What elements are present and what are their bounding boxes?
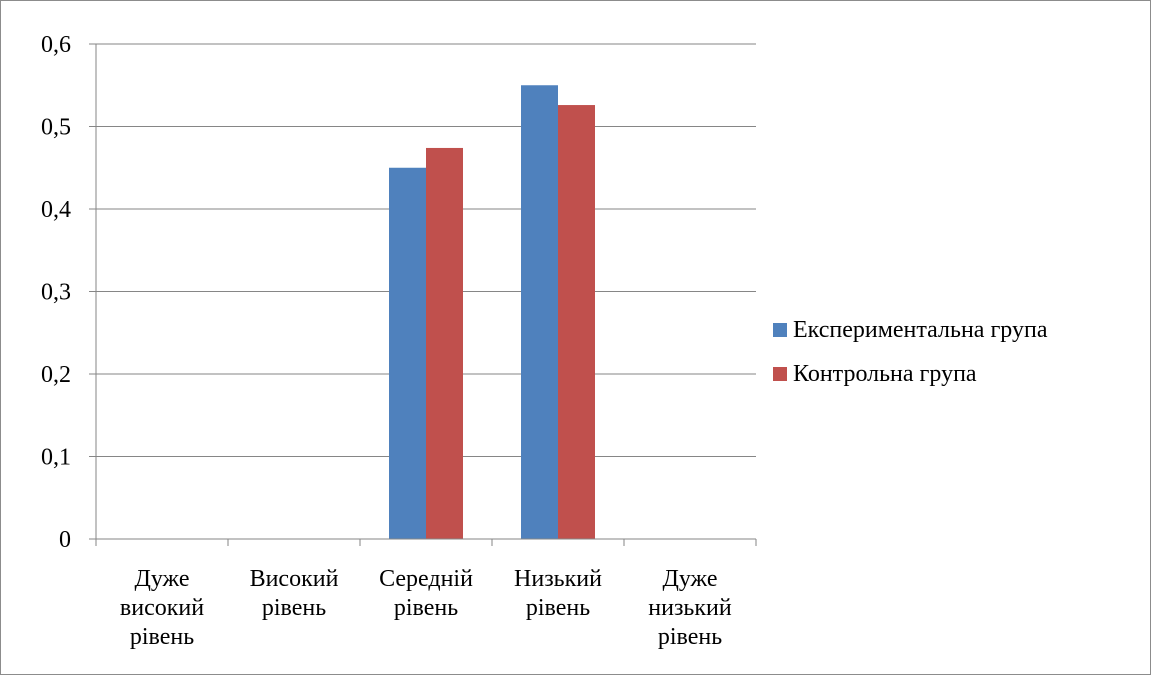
- bar-series0-cat2: [389, 167, 426, 539]
- x-category-label-4-line-2: рівень: [658, 624, 722, 650]
- y-tick-label-6: 0,6: [41, 32, 71, 58]
- y-tick-label-0: 0: [59, 527, 71, 553]
- bar-series1-cat3: [558, 105, 595, 540]
- legend-label-experimental: Експериментальна група: [793, 317, 1048, 343]
- x-category-label-4-line-1: низький: [648, 595, 732, 621]
- x-category-label-2-line-0: Середній: [379, 566, 473, 592]
- legend-swatch-experimental: [773, 323, 787, 337]
- y-tick-label-5: 0,5: [41, 115, 71, 141]
- x-category-label-0-line-1: високий: [120, 595, 204, 621]
- x-category-label-3-line-0: Низький: [514, 566, 602, 592]
- legend: Експериментальна група Контрольна група: [773, 308, 1047, 396]
- bar-series0-cat3: [521, 85, 558, 539]
- bar-series1-cat2: [426, 147, 463, 539]
- legend-item-experimental: Експериментальна група: [773, 308, 1047, 352]
- y-tick-label-2: 0,2: [41, 362, 71, 388]
- y-tick-label-1: 0,1: [41, 445, 71, 471]
- y-tick-label-4: 0,4: [41, 197, 71, 223]
- legend-label-control: Контрольна група: [793, 361, 977, 387]
- y-tick-label-3: 0,3: [41, 280, 71, 306]
- legend-item-control: Контрольна група: [773, 352, 1047, 396]
- legend-swatch-control: [773, 367, 787, 381]
- x-category-label-0-line-0: Дуже: [135, 566, 190, 592]
- x-category-label-4-line-0: Дуже: [663, 566, 718, 592]
- x-category-label-3-line-1: рівень: [526, 595, 590, 621]
- x-category-label-1-line-0: Високий: [250, 566, 339, 592]
- x-category-label-1-line-1: рівень: [262, 595, 326, 621]
- x-category-label-2-line-1: рівень: [394, 595, 458, 621]
- x-category-label-0-line-2: рівень: [130, 624, 194, 650]
